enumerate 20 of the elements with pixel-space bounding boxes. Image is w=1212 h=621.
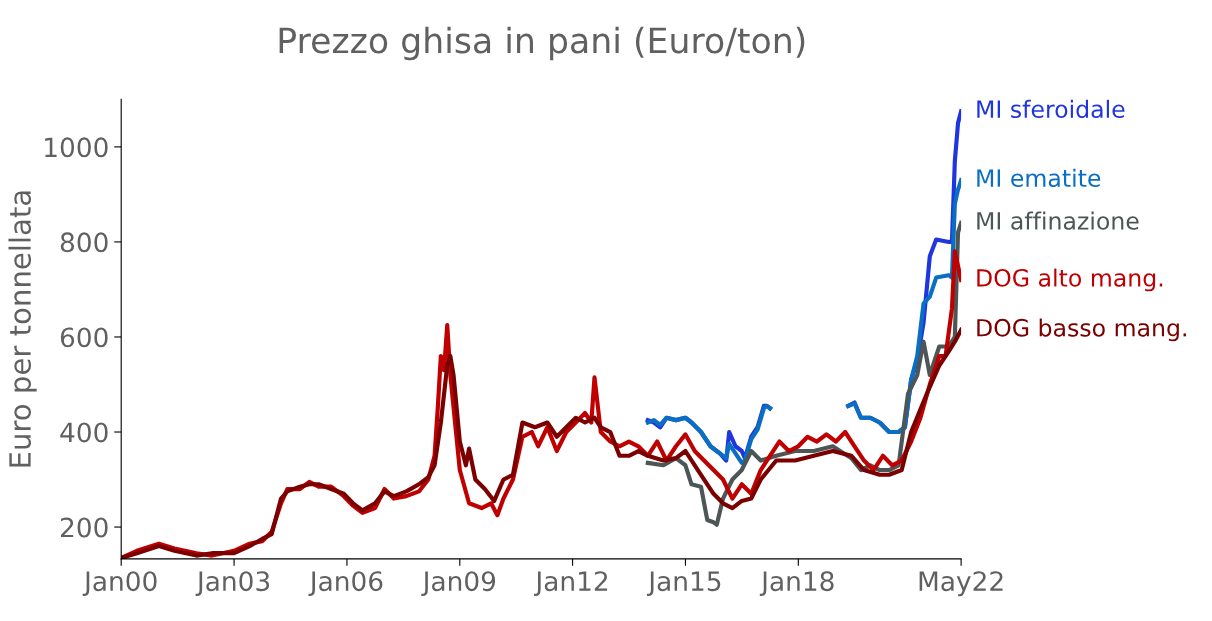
y-tick-label: 600	[60, 327, 108, 348]
x-tick-label: May22	[919, 571, 1003, 597]
x-tick-label: Jan06	[308, 571, 383, 597]
x-tick-label: Jan03	[195, 571, 270, 597]
series-label: DOG alto mang.	[977, 268, 1163, 292]
x-tick-label: Jan09	[421, 571, 496, 597]
x-tick-label: Jan15	[646, 571, 721, 597]
series-label: MI ematite	[977, 168, 1101, 187]
x-tick-label: Jan18	[759, 571, 834, 597]
x-tick-label: Jan12	[534, 571, 608, 597]
series-label: MI sferoidale	[977, 99, 1125, 119]
y-tick-label: 800	[60, 232, 108, 253]
series-label: MI affinazione	[977, 211, 1139, 230]
y-axis-title: Euro per tonnellata	[8, 191, 37, 467]
series-label: DOG basso mang.	[977, 318, 1186, 342]
y-tick-label: 1000	[45, 137, 108, 158]
y-tick-label: 400	[60, 422, 108, 443]
chart-title: Prezzo ghisa in pani (Euro/ton)	[279, 26, 805, 61]
y-tick-label: 200	[60, 517, 108, 538]
x-tick-label: Jan00	[82, 571, 157, 597]
